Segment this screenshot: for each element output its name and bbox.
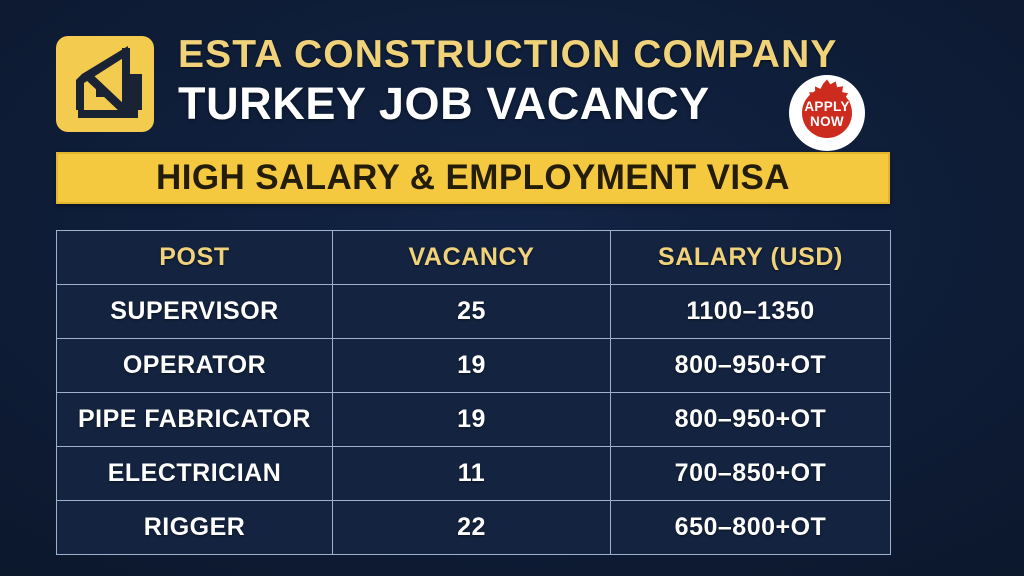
apply-badge-line2: NOW bbox=[810, 114, 844, 129]
cell-vacancy: 25 bbox=[332, 284, 611, 339]
table-row: PIPE FABRICATOR 19 800–950+OT bbox=[56, 392, 891, 447]
apply-badge-line1: APPLY bbox=[804, 99, 849, 114]
vacancy-table: POST VACANCY SALARY (USD) SUPERVISOR 25 … bbox=[56, 230, 891, 555]
poster-header: ESTA CONSTRUCTION COMPANY TURKEY JOB VAC… bbox=[56, 32, 892, 140]
company-name: ESTA CONSTRUCTION COMPANY bbox=[178, 33, 838, 76]
cell-salary: 1100–1350 bbox=[610, 284, 891, 339]
cell-salary: 800–950+OT bbox=[610, 392, 891, 447]
cell-vacancy: 19 bbox=[332, 392, 611, 447]
high-salary-ribbon: HIGH SALARY & EMPLOYMENT VISA bbox=[56, 152, 890, 204]
cell-vacancy: 11 bbox=[332, 446, 611, 501]
cell-post: SUPERVISOR bbox=[56, 284, 333, 339]
apply-now-badge[interactable]: APPLY NOW bbox=[788, 74, 866, 152]
cell-salary: 700–850+OT bbox=[610, 446, 891, 501]
cell-post: ELECTRICIAN bbox=[56, 446, 333, 501]
column-header-post: POST bbox=[56, 230, 333, 285]
construction-building-icon bbox=[76, 46, 142, 118]
table-row: RIGGER 22 650–800+OT bbox=[56, 500, 891, 555]
starburst-seal-icon: APPLY NOW bbox=[789, 75, 865, 151]
cell-salary: 800–950+OT bbox=[610, 338, 891, 393]
cell-post: PIPE FABRICATOR bbox=[56, 392, 333, 447]
table-row: OPERATOR 19 800–950+OT bbox=[56, 338, 891, 393]
ribbon-label: HIGH SALARY & EMPLOYMENT VISA bbox=[156, 158, 790, 197]
cell-vacancy: 19 bbox=[332, 338, 611, 393]
column-header-salary: SALARY (USD) bbox=[610, 230, 891, 285]
cell-post: RIGGER bbox=[56, 500, 333, 555]
poster-subtitle: TURKEY JOB VACANCY bbox=[178, 78, 710, 129]
column-header-vacancy: VACANCY bbox=[332, 230, 611, 285]
company-logo bbox=[56, 36, 154, 132]
table-row: SUPERVISOR 25 1100–1350 bbox=[56, 284, 891, 339]
table-row: ELECTRICIAN 11 700–850+OT bbox=[56, 446, 891, 501]
cell-post: OPERATOR bbox=[56, 338, 333, 393]
table-header-row: POST VACANCY SALARY (USD) bbox=[56, 230, 891, 285]
cell-vacancy: 22 bbox=[332, 500, 611, 555]
cell-salary: 650–800+OT bbox=[610, 500, 891, 555]
title-block: ESTA CONSTRUCTION COMPANY TURKEY JOB VAC… bbox=[178, 32, 892, 130]
